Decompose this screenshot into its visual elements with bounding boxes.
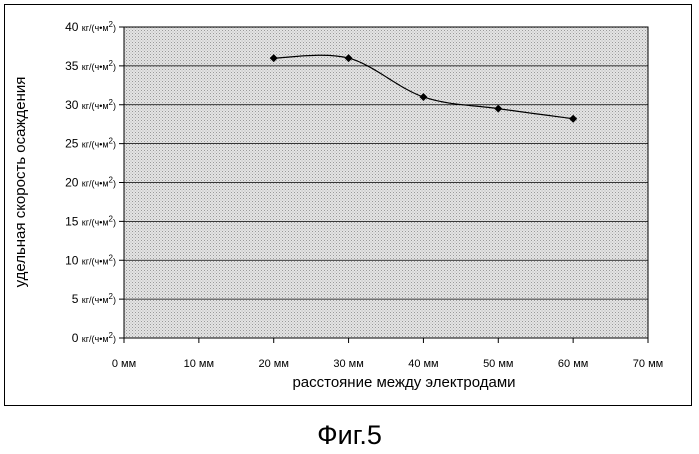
x-tick-label: 0 мм	[112, 358, 136, 370]
x-tick-label: 70 мм	[633, 358, 663, 370]
y-tick-label: 20 кг/(ч•м2)	[65, 176, 116, 190]
y-tick-label: 10 кг/(ч•м2)	[65, 253, 116, 267]
x-axis-title: расстояние между электродами	[292, 374, 515, 391]
y-tick-label: 30 кг/(ч•м2)	[65, 98, 116, 112]
figure-caption: Фиг.5	[0, 420, 699, 451]
x-tick-label: 60 мм	[558, 358, 588, 370]
x-tick-label: 40 мм	[408, 358, 438, 370]
x-tick-label: 30 мм	[333, 358, 363, 370]
y-tick-label: 5 кг/(ч•м2)	[72, 292, 116, 306]
x-tick-label: 50 мм	[483, 358, 513, 370]
y-axis-title: удельная скорость осаждения	[12, 77, 29, 288]
chart: 0 кг/(ч•м2) 5 кг/(ч•м2) 10 кг/(ч•м2) 15 кг/…	[0, 0, 699, 454]
x-tick-label: 20 мм	[259, 358, 289, 370]
y-tick-label: 35 кг/(ч•м2)	[65, 59, 116, 73]
y-tick-label: 25 кг/(ч•м2)	[65, 137, 116, 151]
y-tick-label: 15 кг/(ч•м2)	[65, 214, 116, 228]
y-tick-label: 0 кг/(ч•м2)	[72, 331, 116, 345]
y-tick-label: 40 кг/(ч•м2)	[65, 20, 116, 34]
x-tick-label: 10 мм	[184, 358, 214, 370]
